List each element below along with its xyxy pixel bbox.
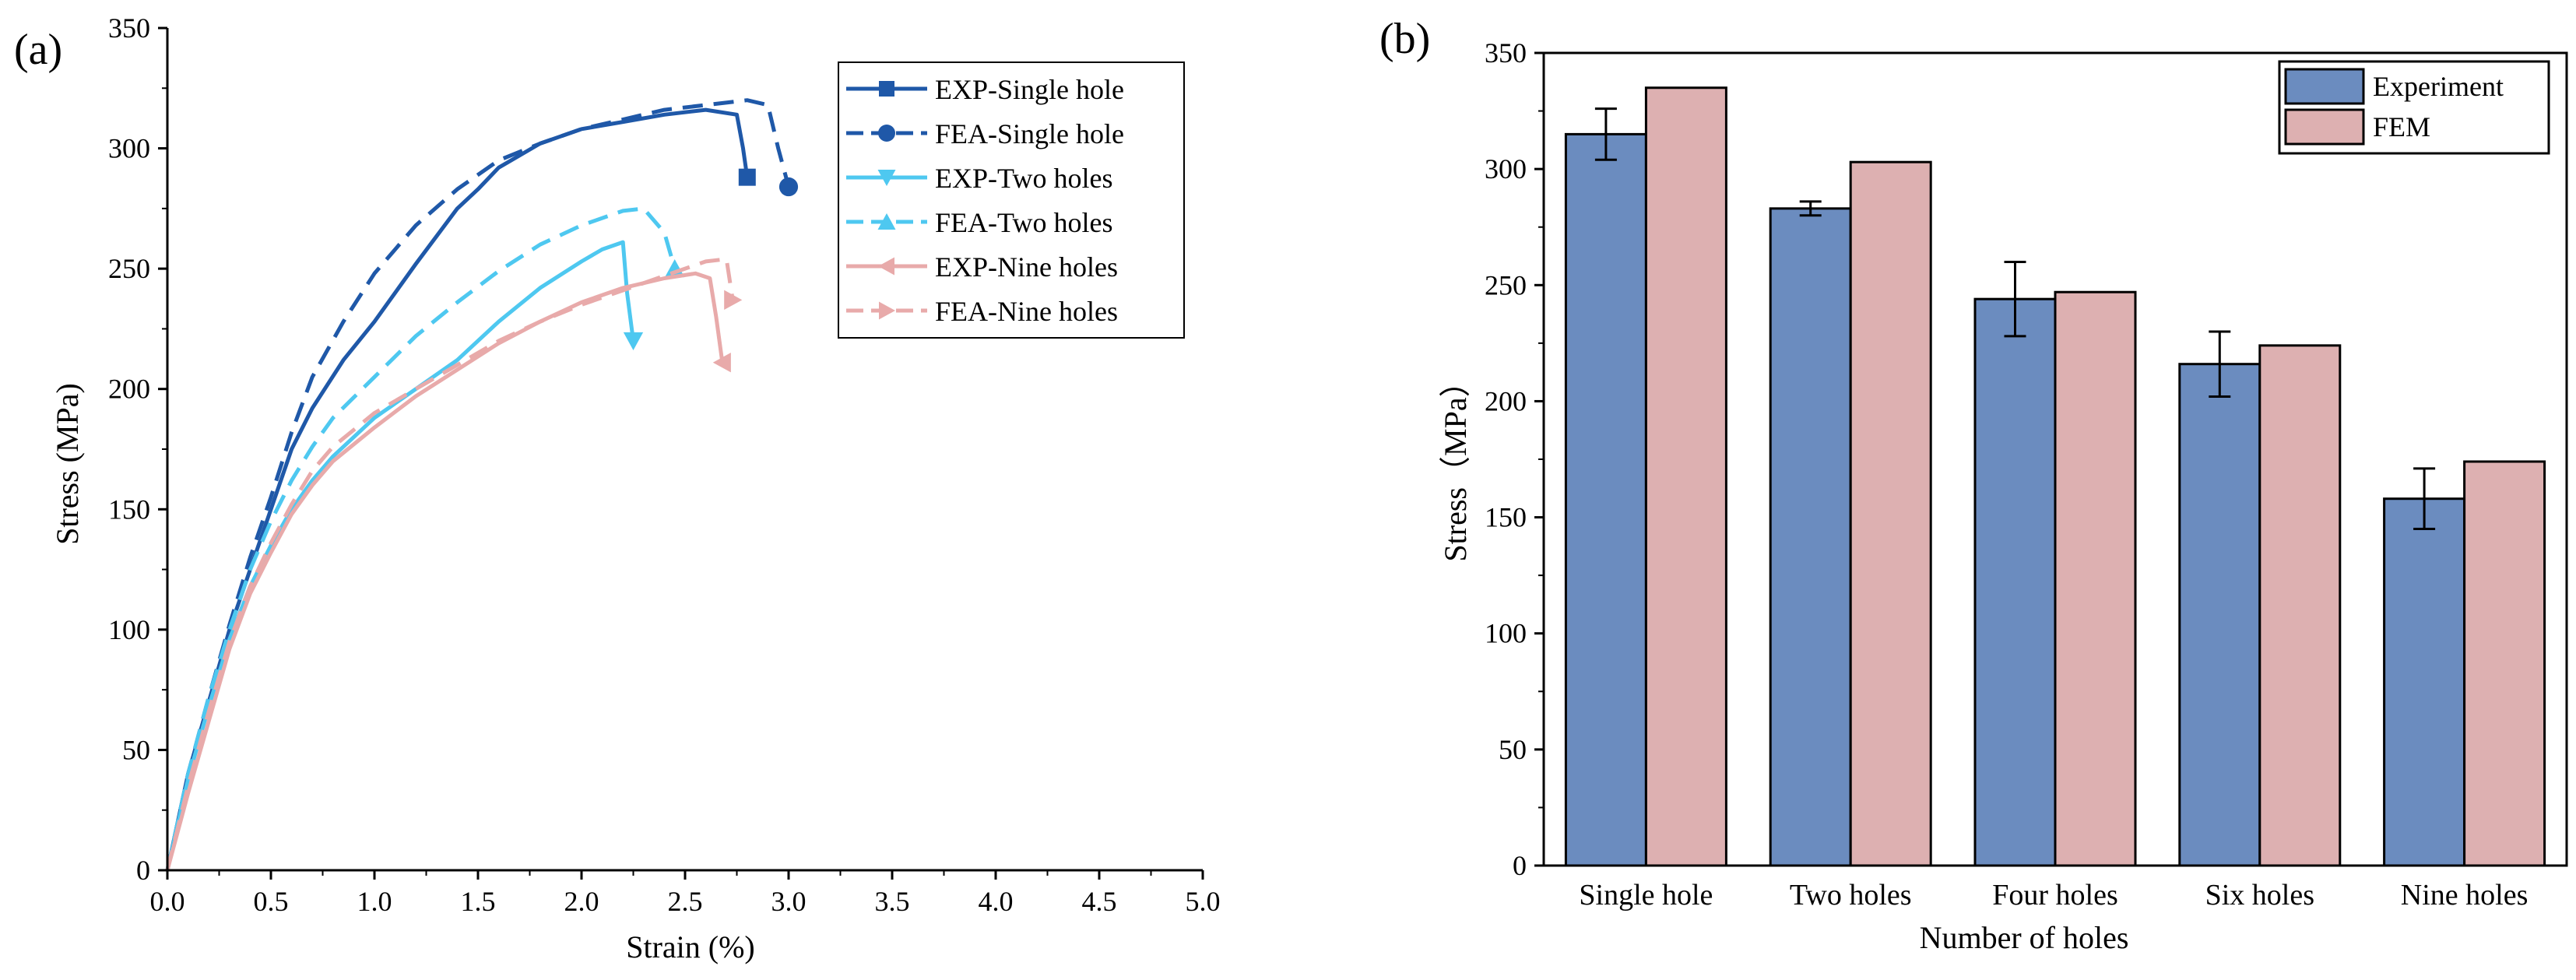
x-axis-label-b: Number of holes [1920,920,2129,955]
bar-experiment [1564,132,1647,867]
x-tick-label-b: Single hole [1579,879,1713,912]
series-end-marker-1 [738,168,756,186]
x-tick-label-a: 2.5 [668,886,703,917]
legend-marker-3 [877,170,896,186]
y-tick-label-b: 150 [1485,502,1527,533]
y-tick-label-b: 100 [1485,618,1527,649]
series-line-4 [165,206,677,871]
bar-experiment [2178,363,2261,867]
series-line-6 [165,257,735,871]
x-tick-label-a: 4.0 [979,886,1014,917]
legend-label-3: EXP-Two holes [935,163,1112,194]
legend-a: EXP-Single hole FEA-Single hole EXP-Two ho… [838,61,1185,339]
x-tick-label-a: 4.5 [1082,886,1117,917]
legend-b: Experiment FEM [2278,60,2550,155]
y-tick-label-a: 150 [108,494,150,525]
series-end-marker-3 [623,332,644,350]
legend-marker-1 [879,81,894,97]
bar-experiment [1769,207,1852,867]
y-tick-label-a: 350 [108,12,150,44]
series-line-3 [165,240,635,871]
y-tick-label-b: 50 [1499,734,1527,765]
bar-experiment [2383,497,2466,867]
legend-marker-4 [877,213,896,230]
y-tick-label-b: 250 [1485,269,1527,300]
legend-label-1: EXP-Single hole [935,74,1124,105]
bar-fem [2463,460,2546,867]
legend-label-fem: FEM [2373,111,2430,142]
panel-label-a: (a) [14,26,62,74]
legend-label-5: EXP-Nine holes [935,251,1118,283]
bar-chart-panel: (b) Stress（MPa） Number of holes Single h… [1379,15,2568,955]
x-tick-label-a: 3.5 [875,886,910,917]
x-tick-label-b: Four holes [1992,879,2118,912]
y-tick-label-b: 0 [1513,850,1527,881]
y-tick-label-a: 0 [136,855,150,886]
legend-label-experiment: Experiment [2373,71,2504,102]
y-axis-label-b: Stress（MPa） [1438,366,1473,561]
legend-marker-5 [878,257,894,276]
legend-box-a [838,61,1185,339]
series-end-marker-6 [724,290,743,310]
plot-area-a: 0.0 0.5 1.0 1.5 2.0 2.5 3.0 3.5 4.0 4.5 5.0 0 50 100 1… [108,12,1221,917]
x-tick-label-a: 5.0 [1186,886,1221,917]
y-tick-label-b: 200 [1485,385,1527,416]
legend-label-4: FEA-Two holes [935,207,1112,238]
legend-marker-6 [879,301,895,320]
plot-area-b: Single hole Two holes Four holes Six holes N… [1485,37,2568,912]
y-tick-label-b: 300 [1485,153,1527,184]
line-chart-panel: (a) Stress (MPa) Strain (%) 0.0 0.5 1.0 1.5… [14,12,1221,964]
legend-label-6: FEA-Nine holes [935,296,1118,327]
bar-fem [1849,160,1932,867]
x-tick-label-a: 0.5 [254,886,289,917]
y-tick-label-a: 100 [108,614,150,645]
bar-fem [2258,344,2342,867]
y-tick-label-a: 200 [108,374,150,405]
y-tick-label-a: 300 [108,133,150,164]
y-tick-label-b: 350 [1485,37,1527,68]
bar-experiment [1973,297,2057,867]
x-tick-label-b: Two holes [1790,879,1912,912]
legend-label-2: FEA-Single hole [935,118,1124,149]
bar-fem [1644,86,1727,867]
x-tick-label-b: Six holes [2205,879,2314,912]
legend-swatch-fem [2284,108,2365,146]
series-end-marker-4 [665,259,685,278]
x-tick-label-a: 2.0 [564,886,599,917]
x-tick-label-a: 3.0 [771,886,807,917]
y-axis-label-a: Stress (MPa) [50,383,85,545]
series-end-marker-2 [778,177,799,197]
x-tick-label-a: 0.0 [150,886,185,917]
x-axis-label-a: Strain (%) [626,929,755,964]
x-tick-label-a: 1.5 [461,886,496,917]
legend-marker-2 [878,125,895,142]
bar-fem [2054,290,2137,867]
x-tick-label-a: 1.0 [357,886,392,917]
series-line-5 [165,271,725,871]
panel-label-b: (b) [1379,15,1430,63]
legend-swatch-experiment [2284,68,2365,105]
y-tick-label-a: 50 [122,734,150,765]
y-tick-label-a: 250 [108,253,150,284]
series-end-marker-5 [712,353,731,373]
x-tick-label-b: Nine holes [2401,879,2529,912]
series-line-1 [165,107,750,871]
series-line-2 [165,98,791,871]
